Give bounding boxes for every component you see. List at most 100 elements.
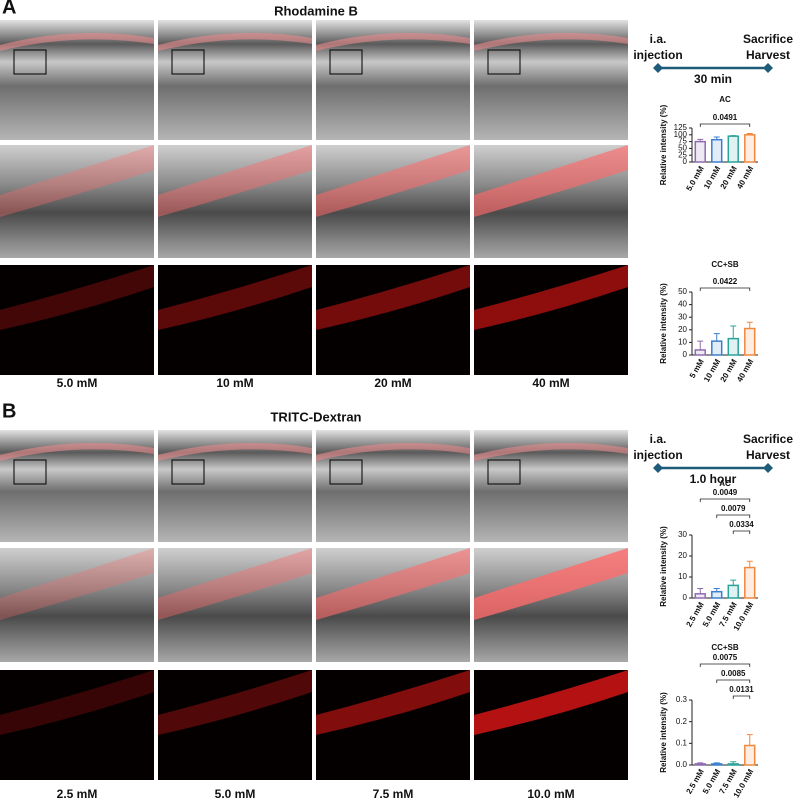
concentration-label: 5.0 mM xyxy=(215,787,256,801)
bar xyxy=(694,593,706,599)
bar xyxy=(711,590,723,599)
p-value: 0.0075 xyxy=(713,653,738,662)
zoom-box xyxy=(329,49,363,75)
error-bar xyxy=(713,762,720,764)
y-tick-label: 30 xyxy=(678,312,687,321)
y-axis-label: Relative intensity (%) xyxy=(659,526,668,607)
cartilage-overlay xyxy=(316,548,470,620)
surface-overlay xyxy=(316,442,470,461)
error-bar xyxy=(697,138,704,142)
significance-bracket xyxy=(699,287,751,291)
concentration-label: 40 mM xyxy=(532,376,569,390)
p-value: 0.0491 xyxy=(713,113,738,122)
concentration-label: 20 mM xyxy=(374,376,411,390)
p-value: 0.0085 xyxy=(721,669,746,678)
x-tick-label: 5.0 mM xyxy=(684,164,706,192)
panel-title: Rhodamine B xyxy=(274,3,358,18)
concentration-label: 7.5 mM xyxy=(373,787,414,801)
merged-image xyxy=(0,145,154,258)
fluorescence-band xyxy=(0,670,154,735)
significance-bracket xyxy=(716,679,751,683)
bar xyxy=(711,763,723,766)
timeline-end: Harvest xyxy=(746,448,790,462)
y-tick-label: 0 xyxy=(683,593,688,602)
bar xyxy=(727,763,739,766)
cartilage-overlay xyxy=(0,145,154,217)
zoom-box xyxy=(171,49,205,75)
surface-overlay xyxy=(474,32,628,51)
y-tick-label: 25 xyxy=(678,150,687,159)
cartilage-overlay xyxy=(158,548,312,620)
surface-overlay xyxy=(0,32,154,51)
timeline-end: Sacrifice xyxy=(743,432,793,446)
p-value: 0.0079 xyxy=(721,504,746,513)
p-value: 0.0334 xyxy=(729,520,754,529)
error-bar xyxy=(730,579,737,586)
bar xyxy=(744,327,756,356)
y-tick-label: 20 xyxy=(678,325,687,334)
fluorescence-image xyxy=(0,265,154,375)
error-bar xyxy=(730,325,737,339)
y-axis-label: Relative intensity (%) xyxy=(659,283,668,364)
timeline-duration: 30 min xyxy=(694,72,732,86)
y-tick-label: 30 xyxy=(678,530,687,539)
error-bar xyxy=(730,761,737,764)
fluorescence-band xyxy=(0,265,154,330)
cartilage-overlay xyxy=(316,145,470,217)
panel-title: TRITC-Dextran xyxy=(270,409,361,424)
zoom-box xyxy=(329,459,363,485)
zoom-box xyxy=(171,459,205,485)
error-bar xyxy=(746,560,753,568)
cartilage-overlay xyxy=(474,145,628,217)
bar xyxy=(694,763,706,766)
bar xyxy=(744,134,756,163)
concentration-label: 2.5 mM xyxy=(57,787,98,801)
fluorescence-band xyxy=(316,670,470,735)
y-tick-label: 0.3 xyxy=(676,695,688,704)
fluorescence-image xyxy=(158,670,312,780)
significance-bracket xyxy=(732,695,751,699)
error-bar xyxy=(713,588,720,592)
fluorescence-band xyxy=(158,265,312,330)
zoom-box xyxy=(13,459,47,485)
bar xyxy=(744,566,756,599)
fluorescence-band xyxy=(316,265,470,330)
timeline-marker xyxy=(763,463,773,473)
error-bar xyxy=(713,333,720,342)
error-bar xyxy=(697,340,704,350)
cartilage-overlay xyxy=(474,548,628,620)
concentration-label: 10.0 mM xyxy=(527,787,574,801)
chart-title: AC xyxy=(719,95,731,104)
y-tick-label: 0 xyxy=(683,350,688,359)
significance-bracket xyxy=(732,530,751,534)
zoom-box xyxy=(487,459,521,485)
zoom-box xyxy=(487,49,521,75)
timeline-marker xyxy=(653,463,663,473)
surface-overlay xyxy=(474,442,628,461)
significance-bracket xyxy=(699,663,751,667)
panel-letter: A xyxy=(2,0,16,18)
bar xyxy=(711,340,723,356)
fluorescence-band xyxy=(158,670,312,735)
p-value: 0.0131 xyxy=(729,685,754,694)
concentration-label: 10 mM xyxy=(216,376,253,390)
timeline-start: injection xyxy=(633,48,682,62)
error-bar xyxy=(730,135,737,137)
surface-overlay xyxy=(158,442,312,461)
p-value: 0.0049 xyxy=(713,488,738,497)
surface-overlay xyxy=(316,32,470,51)
significance-bracket xyxy=(716,514,751,518)
y-tick-label: 75 xyxy=(678,137,687,146)
bar xyxy=(727,337,739,356)
bar xyxy=(694,140,706,163)
chart-title: AC xyxy=(719,479,731,488)
y-tick-label: 20 xyxy=(678,551,687,560)
timeline-start: i.a. xyxy=(650,32,667,46)
y-tick-label: 100 xyxy=(674,130,688,139)
timeline-duration: 1.0 hour xyxy=(690,472,737,486)
error-bar xyxy=(697,588,704,594)
zoom-box xyxy=(13,49,47,75)
x-tick-label: 40 mM xyxy=(735,357,755,383)
timeline-marker xyxy=(763,63,773,73)
